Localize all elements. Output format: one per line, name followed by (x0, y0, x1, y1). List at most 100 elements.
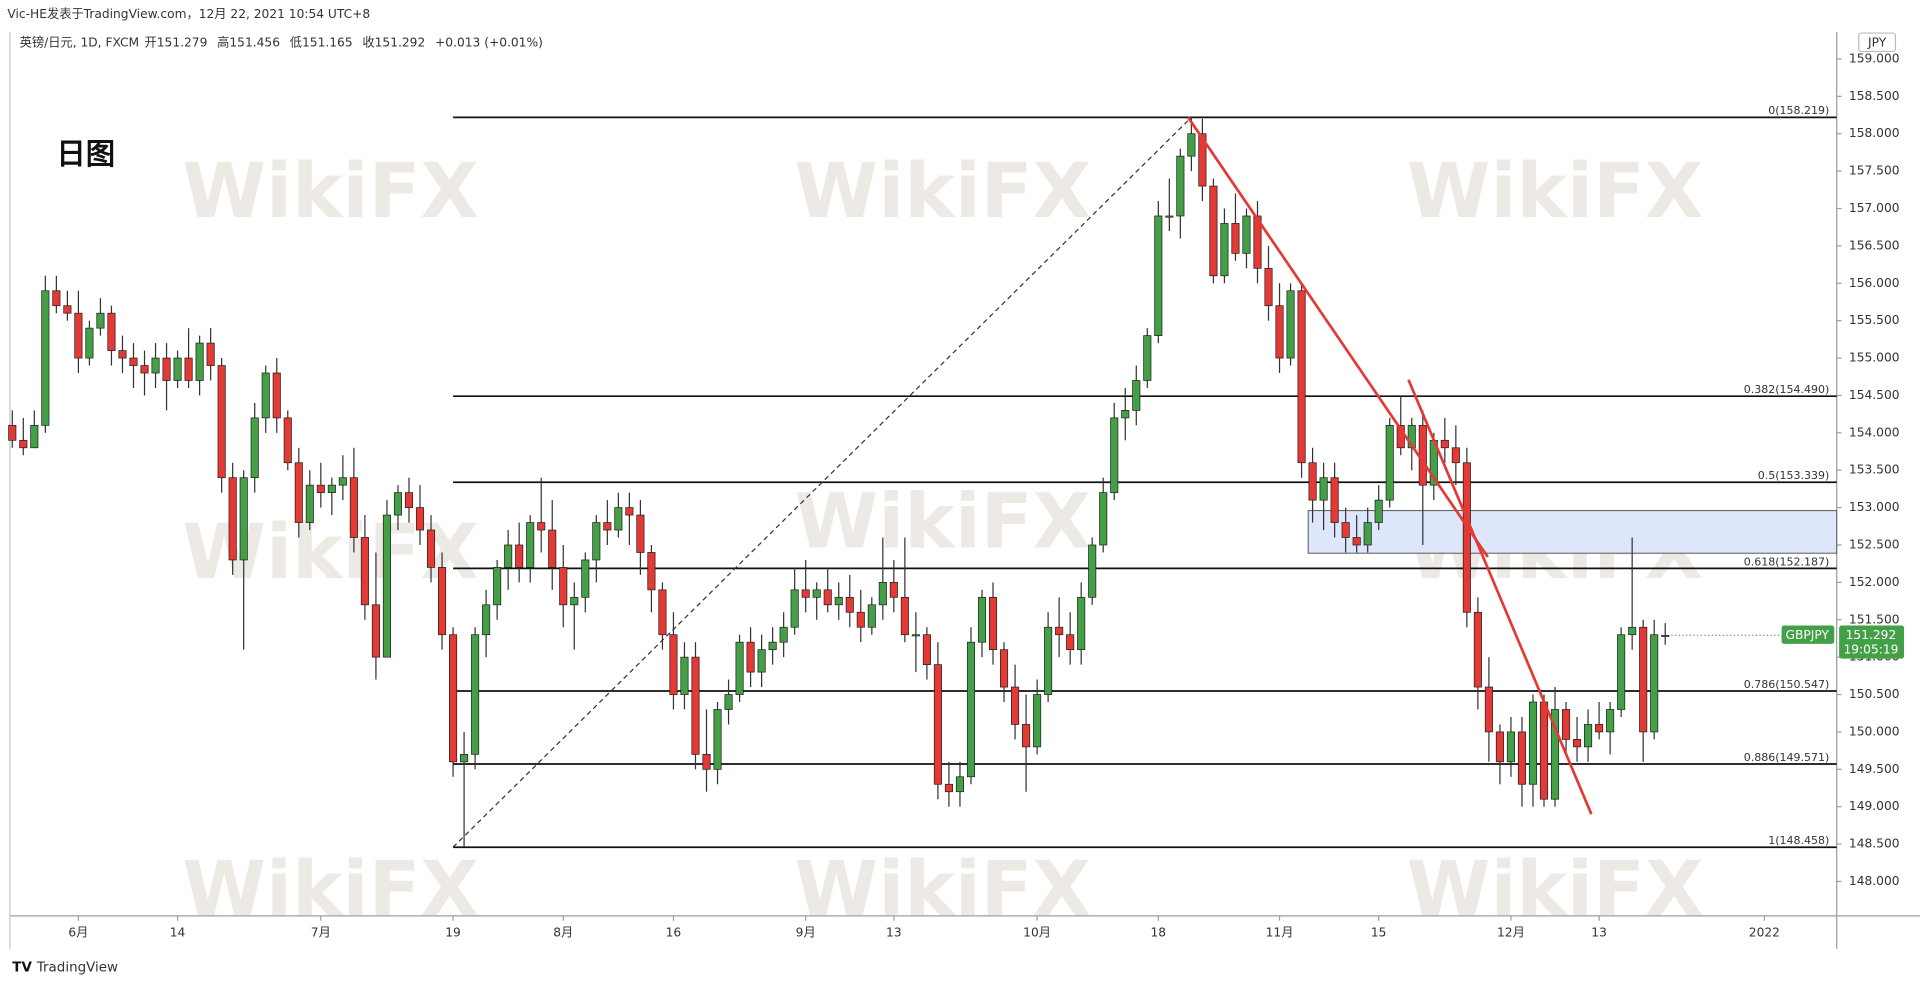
ohlc-value: +0.013 (+0.01%) (435, 35, 543, 49)
candle-body (658, 589, 667, 636)
candle-body (900, 596, 909, 636)
candle-body (1385, 424, 1394, 501)
x-tick-label: 18 (1151, 926, 1167, 940)
candle-body (834, 596, 843, 606)
watermark: WikiFX (182, 147, 479, 235)
candle-body (1440, 439, 1449, 449)
ohlc-value: 低151.165 (290, 35, 353, 49)
candle-body (382, 514, 391, 658)
fib-label: 1(148.458) (1768, 834, 1829, 847)
trend-line (1186, 116, 1489, 558)
candle-body (1661, 634, 1670, 637)
candle-body (603, 522, 612, 531)
ohlc-value: 高151.456 (217, 34, 280, 49)
zone (1307, 510, 1838, 554)
candle-body (1539, 701, 1549, 800)
candle-body (85, 327, 94, 359)
countdown: 19:05:19 (1843, 643, 1898, 657)
footer-logo: TV (12, 960, 32, 975)
y-tick-label: 152.000 (1849, 575, 1900, 589)
watermark: WikiFX (1407, 845, 1704, 933)
candle-body (537, 522, 546, 531)
x-tick-label: 6月 (68, 926, 88, 940)
ticker: GBPJPY (1786, 628, 1830, 642)
watermark: WikiFX (1407, 147, 1704, 235)
candle-body (1143, 335, 1152, 381)
candle-body (680, 656, 689, 695)
candle-body (1055, 626, 1064, 636)
fib-label: 0.886(149.571) (1744, 751, 1830, 764)
candle-body (1550, 709, 1560, 800)
trend-line (452, 116, 1192, 848)
x-tick-label: 14 (170, 926, 186, 940)
candle-body (107, 312, 116, 351)
candle-body (30, 424, 39, 449)
candle-body (338, 477, 347, 486)
candle-body (63, 305, 72, 314)
candle-body (1528, 701, 1538, 785)
candle-body (1473, 611, 1482, 688)
y-tick-label: 155.500 (1849, 313, 1900, 327)
symbol: 英镑/日元, 1D, FXCM (20, 34, 139, 49)
candle-body (393, 492, 403, 516)
candle-body (1110, 417, 1119, 494)
candle-body (790, 589, 799, 628)
candle-body (1639, 626, 1648, 733)
candle-body (1264, 267, 1273, 307)
candle-body (944, 783, 953, 793)
x-tick-label: 8月 (553, 926, 573, 940)
candle-body (977, 596, 987, 643)
candle-body (1231, 223, 1240, 254)
fib-label: 0.618(152.187) (1744, 555, 1830, 568)
candle-body (636, 514, 645, 553)
candle-body (1165, 215, 1174, 218)
candle-body (349, 477, 358, 538)
candle-body (261, 372, 270, 419)
candle-body (1308, 462, 1317, 501)
candle-body (426, 529, 436, 568)
candle-body (559, 567, 568, 606)
candle-body (1595, 724, 1604, 733)
header: Vic-HE发表于TradingView.com，12月 22, 2021 10… (7, 6, 370, 21)
fib-label: 0(158.219) (1768, 104, 1829, 117)
y-tick-label: 150.000 (1849, 724, 1900, 738)
candle-body (1253, 215, 1262, 269)
candle-body (493, 567, 502, 606)
watermark: WikiFX (795, 477, 1092, 565)
fib-label: 0.786(150.547) (1744, 678, 1830, 691)
candle-body (823, 589, 832, 606)
last-price: 151.292 (1846, 628, 1897, 642)
candle-body (1418, 424, 1427, 486)
y-tick-label: 154.000 (1849, 425, 1900, 439)
candle-body (140, 365, 149, 374)
candle-body (1132, 380, 1141, 411)
footer: TradingView (36, 960, 118, 975)
chart-label: 日图 (56, 137, 115, 171)
candle-body (52, 290, 61, 307)
candle-body (889, 582, 898, 598)
candle-body (250, 417, 259, 479)
candle-body (19, 439, 28, 449)
y-tick-label: 149.500 (1849, 762, 1900, 776)
candle-body (1573, 739, 1582, 748)
y-tick-label: 157.000 (1849, 201, 1900, 215)
candle-body (482, 604, 491, 636)
x-tick-label: 15 (1371, 926, 1387, 940)
watermark: WikiFX (795, 147, 1092, 235)
y-tick-label: 151.500 (1849, 612, 1900, 626)
candle-body (1628, 626, 1637, 636)
candle-body (1044, 626, 1053, 695)
candle-body (526, 522, 535, 568)
candle-body (151, 357, 160, 374)
candle-body (1517, 731, 1527, 785)
candle-body (1352, 537, 1361, 546)
y-tick-label: 152.500 (1849, 537, 1900, 551)
candle-body (548, 529, 557, 568)
price-tag (1839, 625, 1905, 659)
candle-body (1462, 462, 1471, 613)
candle-body (1011, 686, 1020, 725)
candle-body (691, 656, 700, 755)
candle-body (1066, 634, 1075, 651)
